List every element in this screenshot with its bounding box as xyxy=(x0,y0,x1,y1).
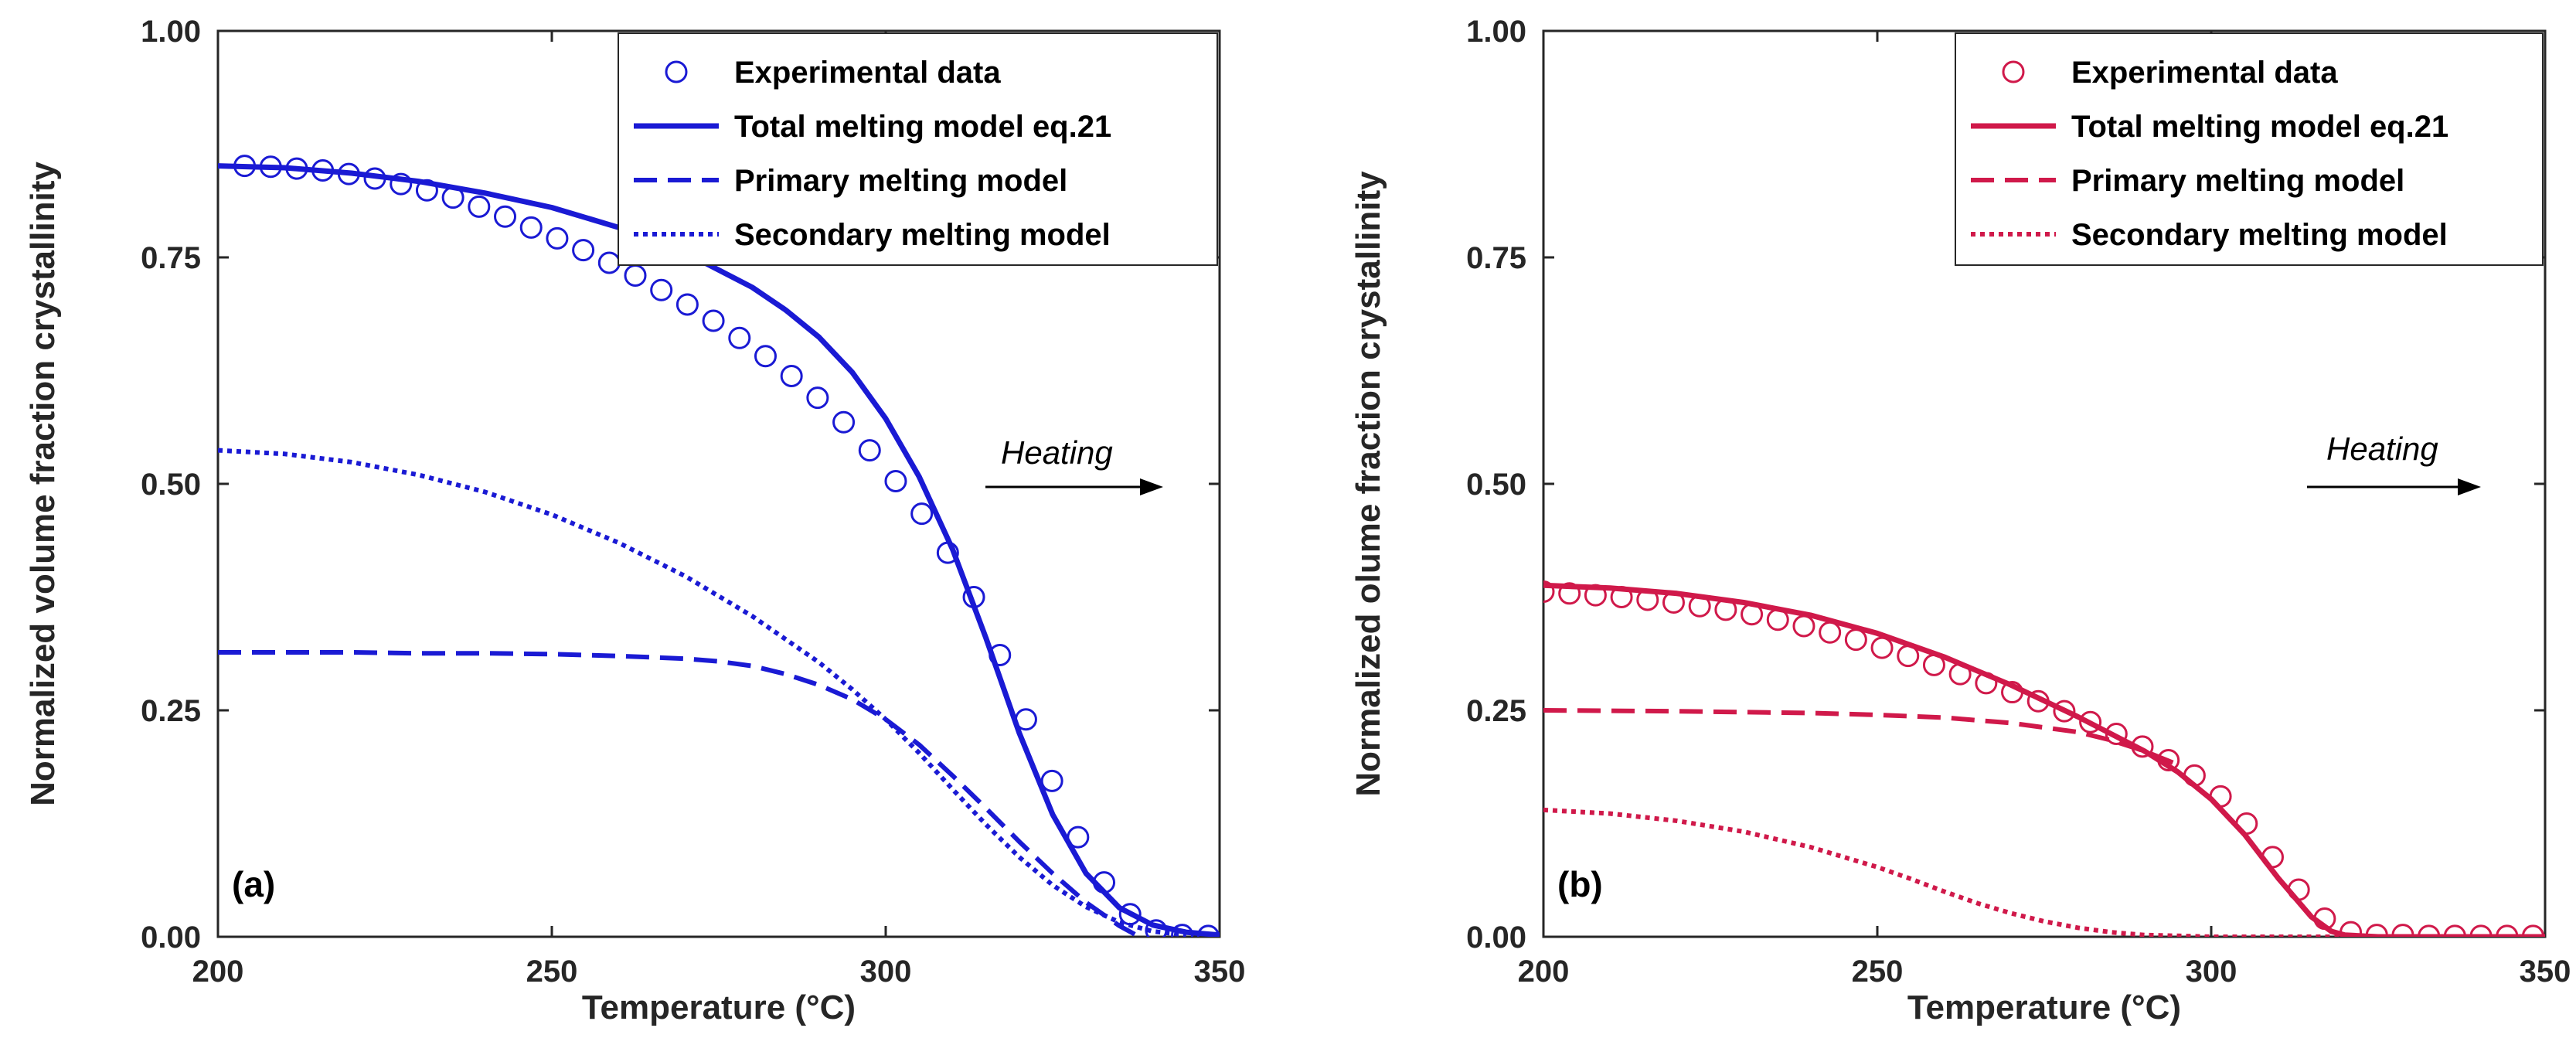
legend-label: Secondary melting model xyxy=(2071,218,2448,252)
legend-label: Total melting model eq.21 xyxy=(2071,110,2448,144)
y-tick-label: 0.00 xyxy=(141,921,201,955)
data-point xyxy=(1844,628,1867,652)
heating-arrow-head-icon xyxy=(1140,478,1163,495)
data-point xyxy=(675,293,699,316)
data-point xyxy=(754,345,777,368)
series-line-solid xyxy=(218,163,1220,937)
data-point xyxy=(910,502,934,526)
data-point xyxy=(468,195,491,218)
legend-label: Experimental data xyxy=(734,56,1001,90)
x-tick-label: 200 xyxy=(192,955,244,989)
data-point xyxy=(650,278,673,301)
plot-area xyxy=(218,155,1220,937)
y-axis-title: Normalized volume fraction crystallinity xyxy=(24,162,62,806)
data-point xyxy=(1040,769,1063,792)
x-tick-label: 300 xyxy=(860,955,912,989)
heating-arrow-head-icon xyxy=(2458,478,2481,495)
heating-annotation: Heating xyxy=(1001,434,1113,471)
data-point xyxy=(624,264,647,287)
data-point xyxy=(546,226,569,250)
y-tick-label: 1.00 xyxy=(1466,15,1526,49)
data-point xyxy=(2079,710,2102,734)
series-line-dotted xyxy=(1543,807,2345,937)
series-line-dashed xyxy=(218,650,1141,937)
heating-annotation: Heating xyxy=(2326,431,2438,467)
data-point xyxy=(728,326,751,349)
y-tick-label: 0.75 xyxy=(141,241,201,275)
y-tick-label: 1.00 xyxy=(141,15,201,49)
x-axis-title: Temperature (°C) xyxy=(582,989,856,1026)
panel-label: (a) xyxy=(232,864,275,904)
data-point xyxy=(884,469,907,492)
x-tick-label: 200 xyxy=(1518,955,1570,989)
x-tick-label: 250 xyxy=(1852,955,1904,989)
y-tick-label: 0.75 xyxy=(1466,241,1526,275)
x-tick-label: 350 xyxy=(2520,955,2571,989)
legend-label: Primary melting model xyxy=(734,164,1067,198)
x-tick-label: 250 xyxy=(526,955,578,989)
data-point xyxy=(806,386,829,410)
data-point xyxy=(494,205,517,228)
legend-marker xyxy=(2002,60,2025,83)
y-tick-label: 0.50 xyxy=(1466,468,1526,502)
legend: Experimental data Total melting model eq.… xyxy=(618,32,1218,266)
panel-label: (b) xyxy=(1557,864,1603,904)
data-point xyxy=(1543,580,1555,603)
legend-box xyxy=(618,32,1218,266)
y-axis-title: Normalized olume fraction crystallinity xyxy=(1349,171,1387,797)
series-line-solid xyxy=(1543,582,2545,937)
legend-label: Secondary melting model xyxy=(734,218,1111,252)
y-tick-label: 0.00 xyxy=(1466,921,1526,955)
data-point xyxy=(858,439,881,462)
y-tick-label: 0.50 xyxy=(141,468,201,502)
data-point xyxy=(2053,699,2076,723)
data-point xyxy=(1819,621,1842,644)
series-experimental-data xyxy=(1543,580,2544,937)
x-tick-label: 350 xyxy=(1194,955,1246,989)
plot-area xyxy=(1543,580,2545,937)
x-axis-title: Temperature (°C) xyxy=(1907,989,2181,1026)
y-tick-label: 0.25 xyxy=(1466,694,1526,728)
legend-label: Total melting model eq.21 xyxy=(734,110,1111,144)
data-point xyxy=(1792,614,1815,638)
data-point xyxy=(519,216,543,239)
x-tick-label: 300 xyxy=(2186,955,2237,989)
legend-marker xyxy=(665,60,688,83)
data-point xyxy=(597,251,621,274)
series-experimental-data xyxy=(233,155,1220,937)
data-point xyxy=(832,410,856,434)
data-point xyxy=(780,365,803,388)
legend: Experimental data Total melting model eq.… xyxy=(1955,32,2544,266)
data-point xyxy=(390,172,413,196)
y-tick-label: 0.25 xyxy=(141,694,201,728)
series-line-dotted xyxy=(218,448,1187,937)
legend-label: Experimental data xyxy=(2071,56,2338,90)
data-point xyxy=(572,239,595,262)
legend-label: Primary melting model xyxy=(2071,164,2404,198)
legend-box xyxy=(1955,32,2544,266)
data-point xyxy=(702,309,725,332)
series-line-dashed xyxy=(1543,708,2179,768)
chart-panel-b: 200 250 300 350 0.00 0.25 0.50 0.75 1.00 Temperat… xyxy=(1349,15,2571,1026)
chart-panel-a: 200 250 300 350 0.00 0.25 0.50 0.75 1.00 Temperat… xyxy=(24,15,1245,1026)
data-point xyxy=(1870,636,1894,659)
data-point xyxy=(1558,582,1581,605)
